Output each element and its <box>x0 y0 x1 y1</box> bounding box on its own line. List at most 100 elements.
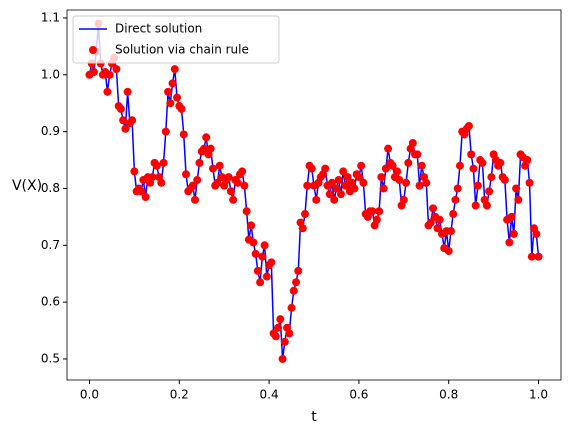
marker <box>381 164 390 173</box>
x-axis-label: t <box>311 409 317 425</box>
marker <box>395 175 404 184</box>
marker <box>514 195 523 204</box>
marker <box>341 181 350 190</box>
marker <box>247 221 256 230</box>
y-tick-label: 0.9 <box>41 124 60 138</box>
x-tick-label: 0.2 <box>170 388 189 402</box>
marker <box>325 190 334 199</box>
marker <box>137 187 146 196</box>
marker <box>312 195 321 204</box>
marker <box>413 150 422 159</box>
marker <box>512 184 521 193</box>
marker <box>343 173 352 182</box>
marker <box>258 252 267 261</box>
legend-label: Direct solution <box>115 22 202 36</box>
marker <box>141 192 150 201</box>
marker <box>417 161 426 170</box>
marker <box>190 195 199 204</box>
marker <box>327 178 336 187</box>
marker <box>195 158 204 167</box>
marker <box>469 164 478 173</box>
marker <box>525 178 534 187</box>
marker <box>294 266 303 275</box>
marker <box>289 286 298 295</box>
marker <box>307 164 316 173</box>
marker <box>166 99 175 108</box>
marker <box>336 190 345 199</box>
marker <box>260 241 269 250</box>
marker <box>435 215 444 224</box>
marker <box>478 158 487 167</box>
marker <box>256 278 265 287</box>
marker <box>446 227 455 236</box>
marker <box>130 167 139 176</box>
marker <box>267 258 276 267</box>
marker <box>379 184 388 193</box>
marker <box>433 224 442 233</box>
marker <box>402 178 411 187</box>
marker <box>455 161 464 170</box>
y-tick-label: 0.5 <box>41 351 60 365</box>
marker <box>274 323 283 332</box>
marker <box>332 184 341 193</box>
marker <box>253 266 262 275</box>
marker <box>112 65 121 74</box>
marker <box>103 87 112 96</box>
x-tick-label: 0.4 <box>260 388 279 402</box>
marker <box>208 164 217 173</box>
marker <box>426 218 435 227</box>
marker <box>233 178 242 187</box>
marker <box>388 161 397 170</box>
y-tick-label: 0.6 <box>41 295 60 309</box>
marker <box>164 87 173 96</box>
marker <box>105 70 114 79</box>
marker <box>292 278 301 287</box>
marker <box>408 138 417 147</box>
y-tick-label: 1.1 <box>41 10 60 24</box>
marker <box>339 167 348 176</box>
marker <box>485 187 494 196</box>
marker <box>375 207 384 216</box>
y-axis-label: V(X) <box>12 178 42 194</box>
marker <box>500 175 509 184</box>
marker <box>170 65 179 74</box>
x-tick-label: 0.6 <box>349 388 368 402</box>
marker <box>119 116 128 125</box>
marker <box>242 207 251 216</box>
legend-label: Solution via chain rule <box>115 43 249 57</box>
marker <box>152 161 161 170</box>
marker <box>202 133 211 142</box>
marker <box>534 252 543 261</box>
marker <box>213 178 222 187</box>
marker <box>451 195 460 204</box>
marker <box>287 303 296 312</box>
marker <box>229 195 238 204</box>
marker <box>215 161 224 170</box>
marker <box>278 354 287 363</box>
marker <box>482 201 491 210</box>
marker <box>496 158 505 167</box>
marker <box>527 252 536 261</box>
marker <box>161 127 170 136</box>
marker <box>384 144 393 153</box>
marker <box>206 144 215 153</box>
marker <box>507 212 516 221</box>
marker <box>509 229 518 238</box>
marker <box>473 181 482 190</box>
marker <box>415 181 424 190</box>
marker <box>276 315 285 324</box>
y-tick-label: 0.7 <box>41 238 60 252</box>
marker <box>249 238 258 247</box>
marker <box>449 210 458 219</box>
marker <box>123 87 132 96</box>
y-tick-label: 1.0 <box>41 67 60 81</box>
marker <box>330 195 339 204</box>
x-tick-label: 0.8 <box>439 388 458 402</box>
marker <box>453 184 462 193</box>
marker <box>89 67 98 76</box>
marker <box>523 156 532 165</box>
marker <box>159 158 168 167</box>
marker <box>334 175 343 184</box>
marker <box>182 170 191 179</box>
